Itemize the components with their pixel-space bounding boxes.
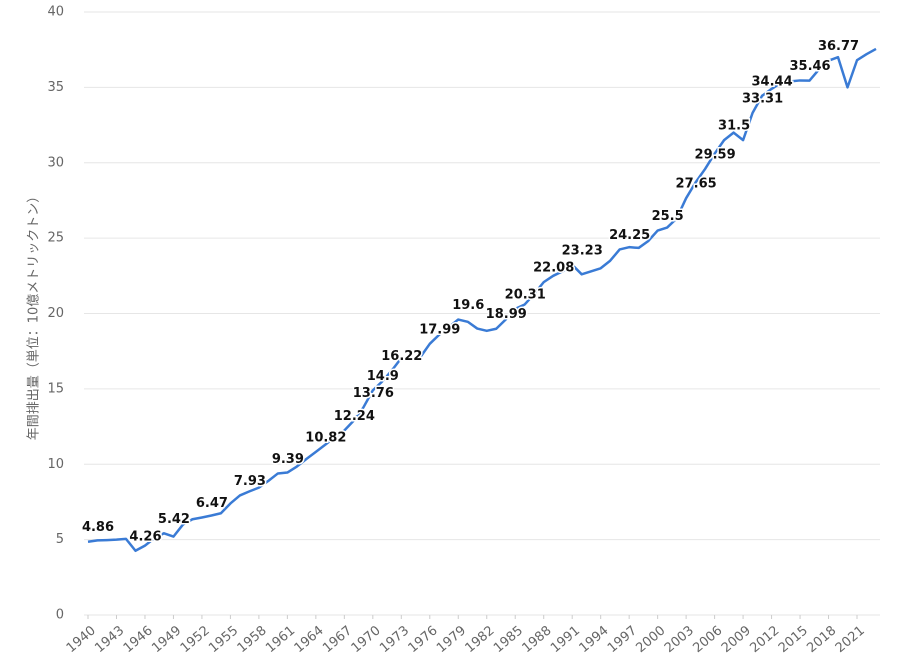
- y-tick-label: 10: [47, 457, 64, 472]
- x-tick-label: 1982: [463, 623, 498, 656]
- x-tick-label: 1955: [206, 623, 241, 656]
- x-tick-label: 1958: [235, 623, 270, 656]
- x-tick-label: 1949: [149, 623, 184, 656]
- data-label: 14.9: [367, 369, 399, 384]
- data-label: 25.5: [652, 209, 684, 224]
- data-label: 22.08: [533, 261, 574, 276]
- data-label: 23.23: [562, 243, 603, 258]
- x-tick-label: 1994: [577, 623, 612, 656]
- data-label: 20.31: [505, 287, 546, 302]
- x-tick-label: 1967: [320, 623, 355, 656]
- data-label: 16.22: [381, 349, 422, 364]
- x-tick-label: 1985: [491, 623, 526, 656]
- line: [87, 47, 877, 553]
- y-axis-title: 年間排出量（単位：10億メトリックトン）: [26, 190, 42, 441]
- x-tick-label: 1997: [605, 623, 640, 656]
- x-tick-label: 2000: [633, 623, 668, 656]
- x-tick-label: 2018: [804, 623, 839, 656]
- data-label: 9.39: [272, 452, 304, 467]
- data-label: 12.24: [334, 409, 375, 424]
- data-label: 5.42: [158, 512, 190, 527]
- x-tick-label: 2006: [690, 623, 725, 656]
- data-label: 4.26: [129, 529, 161, 544]
- x-tick-label: 2021: [833, 623, 868, 656]
- data-label: 24.25: [609, 228, 650, 243]
- x-tick-label: 2012: [747, 623, 782, 656]
- data-label: 27.65: [676, 177, 717, 192]
- x-tick-label: 1940: [64, 623, 99, 656]
- x-tick-label: 1988: [520, 623, 555, 656]
- x-tick-label: 1970: [349, 623, 384, 656]
- data-label: 36.77: [818, 39, 859, 54]
- data-label: 34.44: [752, 74, 793, 89]
- data-label: 31.5: [718, 119, 750, 134]
- x-tick-label: 2003: [662, 623, 697, 656]
- y-tick-label: 35: [47, 80, 64, 95]
- y-tick-label: 0: [56, 608, 64, 623]
- x-tick-label: 1943: [92, 623, 127, 656]
- x-tick-label: 1979: [434, 623, 469, 656]
- y-tick-label: 5: [56, 532, 64, 547]
- x-tick-label: 1964: [292, 623, 327, 656]
- y-tick-label: 30: [47, 155, 64, 170]
- data-label: 7.93: [234, 474, 266, 489]
- y-tick-label: 15: [47, 381, 64, 396]
- x-tick-label: 1952: [178, 623, 213, 656]
- data-label: 4.86: [82, 520, 114, 535]
- data-label: 10.82: [305, 430, 346, 445]
- x-tick-label: 2009: [719, 623, 754, 656]
- y-tick-label: 20: [47, 306, 64, 321]
- x-tick-label: 2015: [776, 623, 811, 656]
- data-label: 29.59: [695, 147, 736, 162]
- data-label: 18.99: [486, 307, 527, 322]
- x-tick-label: 1961: [263, 623, 298, 656]
- data-label: 19.6: [452, 298, 484, 313]
- data-label: 13.76: [353, 386, 394, 401]
- x-tick-label: 1973: [377, 623, 412, 656]
- x-tick-label: 1976: [406, 623, 441, 656]
- x-tick-label: 1991: [548, 623, 583, 656]
- y-tick-label: 40: [47, 5, 64, 20]
- data-label: 33.31: [742, 91, 783, 106]
- data-label: 17.99: [419, 322, 460, 337]
- x-tick-label: 1946: [121, 623, 156, 656]
- data-label: 35.46: [789, 59, 830, 74]
- data-label: 6.47: [196, 496, 228, 511]
- y-tick-label: 25: [47, 231, 64, 246]
